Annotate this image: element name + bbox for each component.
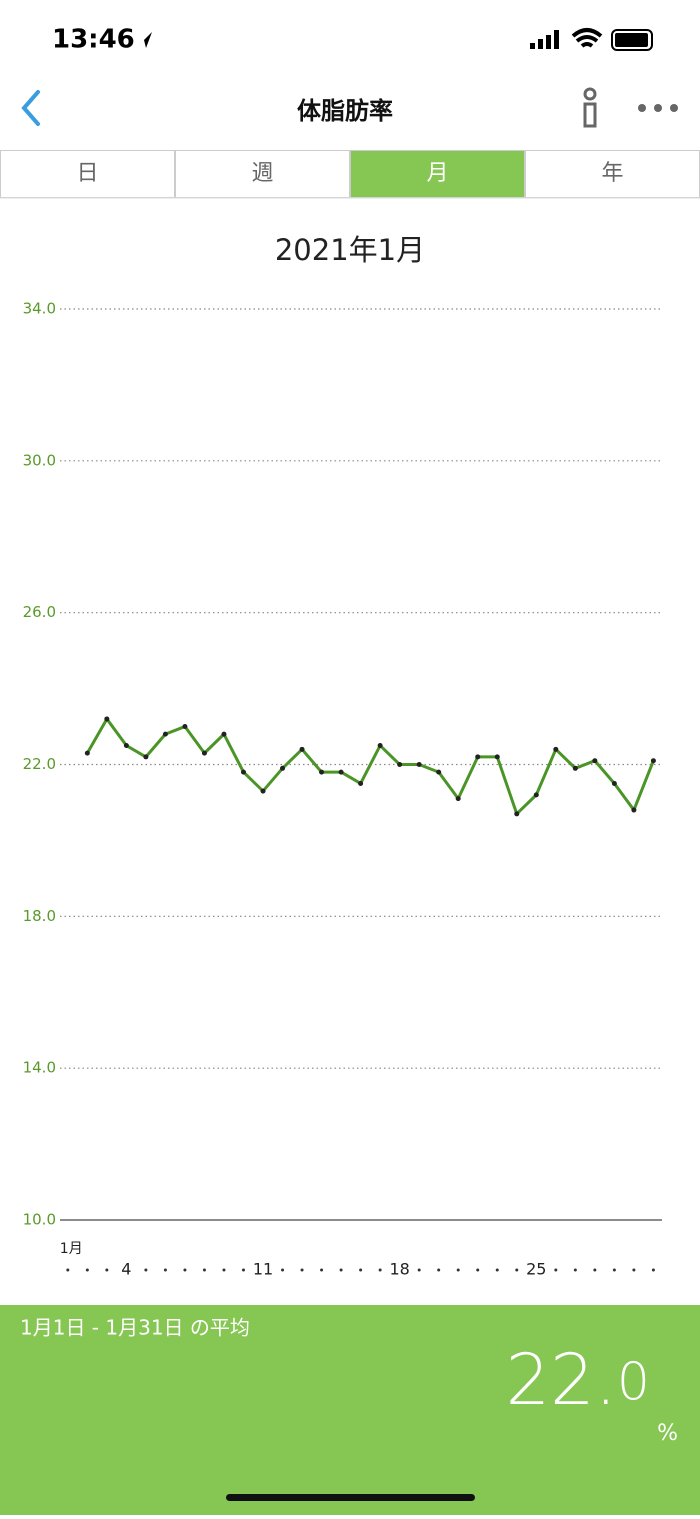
day-dot bbox=[417, 1268, 421, 1272]
y-tick-label: 26.0 bbox=[23, 603, 56, 621]
tab[interactable] bbox=[175, 150, 350, 198]
day-dot bbox=[202, 1268, 206, 1272]
day-dot bbox=[495, 1268, 499, 1272]
y-tick-label: 30.0 bbox=[23, 451, 56, 469]
day-dot bbox=[359, 1268, 363, 1272]
data-point bbox=[221, 731, 227, 737]
y-tick-label: 34.0 bbox=[23, 300, 56, 318]
data-point bbox=[319, 769, 325, 775]
battery-level bbox=[615, 33, 648, 47]
chart-title: 2021年1月 bbox=[275, 233, 425, 267]
summary-value: 22.0 bbox=[506, 1339, 650, 1421]
day-dot bbox=[183, 1268, 187, 1272]
day-dot bbox=[300, 1268, 304, 1272]
day-dot bbox=[144, 1268, 148, 1272]
x-tick-label: 1月 bbox=[60, 1241, 83, 1257]
day-dot bbox=[651, 1268, 655, 1272]
tab-label: 月 bbox=[426, 161, 448, 186]
data-point bbox=[162, 731, 168, 737]
day-dot bbox=[378, 1268, 382, 1272]
data-point bbox=[436, 769, 442, 775]
data-point bbox=[182, 724, 188, 730]
y-tick-label: 22.0 bbox=[23, 755, 56, 773]
data-point bbox=[553, 746, 559, 752]
data-point bbox=[494, 754, 500, 760]
back-button[interactable] bbox=[21, 90, 40, 126]
data-point bbox=[397, 762, 403, 767]
data-point bbox=[475, 754, 481, 760]
data-point bbox=[533, 792, 539, 798]
day-dot bbox=[66, 1268, 70, 1272]
signal-icon bbox=[530, 30, 559, 49]
data-point bbox=[338, 769, 344, 775]
day-dot bbox=[593, 1268, 597, 1272]
status-time: 13:46 bbox=[52, 25, 135, 55]
day-dot bbox=[515, 1268, 519, 1272]
nav-title: 体脂肪率 bbox=[297, 97, 393, 125]
summary-unit: % bbox=[657, 1421, 678, 1446]
day-dot bbox=[320, 1268, 324, 1272]
y-tick-label: 18.0 bbox=[23, 907, 56, 925]
tab-label: 年 bbox=[601, 161, 623, 186]
data-point bbox=[240, 769, 246, 775]
data-point bbox=[377, 743, 383, 749]
tab[interactable] bbox=[525, 150, 700, 198]
data-point bbox=[631, 807, 637, 813]
y-tick-label: 10.0 bbox=[23, 1211, 56, 1229]
day-dot bbox=[222, 1268, 226, 1272]
wifi-icon bbox=[571, 28, 603, 48]
y-tick-label: 14.0 bbox=[23, 1059, 56, 1077]
day-dot bbox=[105, 1268, 109, 1272]
day-dot bbox=[85, 1268, 89, 1272]
tab-label: 週 bbox=[251, 161, 273, 186]
data-point bbox=[143, 754, 149, 760]
tab[interactable] bbox=[0, 150, 175, 198]
x-tick-label: 11 bbox=[253, 1260, 273, 1279]
data-point bbox=[280, 765, 286, 771]
data-point bbox=[572, 765, 578, 771]
day-dot bbox=[281, 1268, 285, 1272]
summary-panel bbox=[0, 1305, 700, 1515]
day-dot bbox=[339, 1268, 343, 1272]
x-tick-label: 25 bbox=[526, 1260, 546, 1279]
tab-label: 日 bbox=[76, 161, 98, 186]
data-line bbox=[86, 717, 655, 816]
battery-icon bbox=[611, 29, 653, 51]
day-dot bbox=[437, 1268, 441, 1272]
day-dot bbox=[241, 1268, 245, 1272]
data-point bbox=[299, 746, 305, 752]
data-point bbox=[123, 743, 129, 749]
location-icon bbox=[138, 32, 152, 48]
day-dot bbox=[573, 1268, 577, 1272]
day-dot bbox=[612, 1268, 616, 1272]
day-dot bbox=[456, 1268, 460, 1272]
data-point bbox=[260, 788, 266, 794]
day-dot bbox=[476, 1268, 480, 1272]
x-tick-label: 4 bbox=[121, 1260, 131, 1279]
info-button[interactable] bbox=[583, 87, 597, 128]
data-point bbox=[104, 716, 110, 722]
home-indicator bbox=[226, 1494, 475, 1501]
summary-label: 1月1日 - 1月31日 の平均 bbox=[20, 1316, 250, 1340]
data-point bbox=[514, 811, 520, 817]
day-dot bbox=[163, 1268, 167, 1272]
data-point bbox=[201, 750, 207, 756]
data-point bbox=[84, 750, 90, 756]
data-point bbox=[592, 758, 598, 764]
more-button[interactable] bbox=[638, 104, 678, 112]
data-point bbox=[358, 780, 364, 786]
data-point bbox=[650, 758, 656, 764]
data-point bbox=[611, 780, 617, 786]
data-point bbox=[455, 796, 461, 802]
day-dot bbox=[632, 1268, 636, 1272]
data-point bbox=[416, 762, 422, 767]
day-dot bbox=[554, 1268, 558, 1272]
x-tick-label: 18 bbox=[389, 1260, 409, 1279]
